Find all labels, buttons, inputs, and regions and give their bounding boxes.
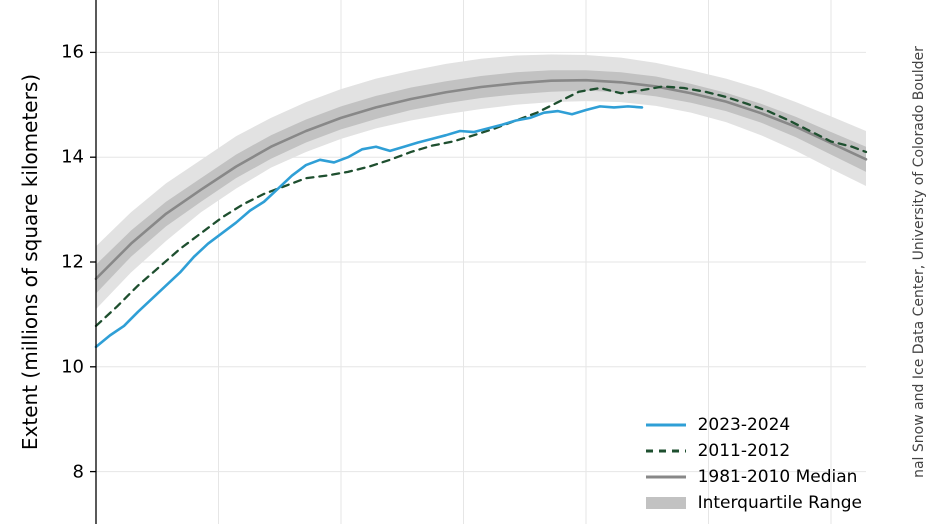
ytick-label: 16 [61, 42, 84, 63]
ytick-label: 12 [61, 252, 84, 273]
legend-swatch [644, 467, 688, 487]
attribution-text: nal Snow and Ice Data Center, University… [911, 46, 927, 478]
ytick-label: 10 [61, 356, 84, 377]
legend-label: 1981-2010 Median [698, 467, 858, 487]
legend-swatch [644, 441, 688, 461]
legend-item: 1981-2010 Median [644, 464, 862, 490]
legend-item: 2023-2024 [644, 412, 862, 438]
legend-item: 2011-2012 [644, 438, 862, 464]
legend-label: 2023-2024 [698, 415, 791, 435]
legend-swatch [644, 415, 688, 435]
y-axis-label: Extent (millions of square kilometers) [18, 74, 42, 450]
ytick-label: 14 [61, 147, 84, 168]
legend-swatch [644, 493, 688, 513]
ytick-label: 8 [73, 461, 84, 482]
legend: 2023-2024 2011-2012 1981-2010 Median Interq… [644, 412, 862, 516]
chart-container: Extent (millions of square kilometers) n… [0, 0, 932, 524]
legend-item: Interquartile Range [644, 490, 862, 516]
legend-label: 2011-2012 [698, 441, 791, 461]
legend-label: Interquartile Range [698, 493, 862, 513]
